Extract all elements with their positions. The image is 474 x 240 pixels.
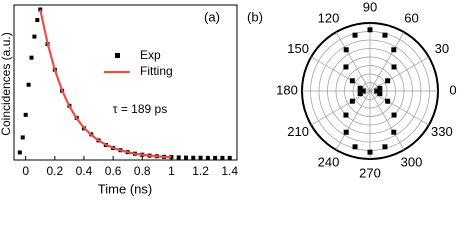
angle-label: 240: [318, 154, 340, 169]
figure: (a) Time (ns) Coincidences (a.u.) τ = 18…: [0, 0, 457, 196]
x-tick-label: 0.8: [134, 164, 151, 178]
data-point: [343, 47, 349, 53]
data-point: [377, 91, 383, 97]
spoke: [335, 90, 371, 151]
spoke: [369, 31, 405, 92]
x-tick-label: 0: [22, 164, 29, 178]
data-point: [20, 135, 25, 140]
data-point: [357, 85, 363, 91]
data-point: [227, 155, 232, 160]
data-point: [176, 155, 181, 160]
fit-line: [39, 9, 172, 159]
data-point: [38, 7, 43, 12]
data-point: [23, 112, 28, 117]
data-point: [343, 64, 349, 70]
data-point: [26, 82, 31, 87]
data-point: [343, 129, 349, 135]
legend-label: Exp: [140, 48, 161, 62]
x-axis-label: Time (ns): [98, 181, 152, 196]
angle-label: 30: [435, 41, 449, 56]
x-tick-label: 1.4: [221, 164, 238, 178]
data-point: [349, 78, 355, 84]
angle-label: 0: [449, 82, 456, 97]
data-point: [360, 88, 366, 94]
data-point: [349, 98, 355, 104]
data-point: [220, 155, 225, 160]
spoke: [310, 56, 371, 92]
data-point: [213, 155, 218, 160]
spoke: [369, 90, 405, 151]
data-point: [382, 144, 388, 150]
data-point: [385, 78, 391, 84]
data-point: [391, 129, 397, 135]
data-point: [367, 149, 373, 155]
data-point: [374, 88, 380, 94]
data-point: [198, 155, 203, 160]
data-point: [391, 64, 397, 70]
x-tick-label: 0.6: [105, 164, 122, 178]
x-tick-label: 0.2: [46, 164, 63, 178]
data-point: [352, 32, 358, 38]
data-point: [367, 27, 373, 33]
spoke: [369, 90, 430, 126]
angle-label: 180: [276, 82, 298, 97]
data-point: [385, 98, 391, 104]
data-point: [205, 155, 210, 160]
data-point: [391, 47, 397, 53]
angle-label: 210: [287, 124, 309, 139]
angle-label: 330: [431, 124, 453, 139]
data-point: [377, 85, 383, 91]
data-point: [391, 112, 397, 118]
annotation: τ = 189 ps: [113, 102, 167, 116]
spoke: [369, 56, 430, 92]
panel-label: (b): [247, 9, 263, 24]
angle-label: 300: [401, 154, 423, 169]
x-tick-label: 1.2: [192, 164, 209, 178]
angle-label: 60: [404, 11, 418, 26]
x-tick-label: 1: [168, 164, 175, 178]
data-point: [343, 112, 349, 118]
legend-label: Fitting: [140, 64, 173, 78]
x-tick-label: 0.4: [76, 164, 93, 178]
y-axis-label: Coincidences (a.u.): [0, 32, 13, 135]
panel-label: (a): [204, 9, 220, 24]
data-point: [352, 144, 358, 150]
spoke: [335, 31, 371, 92]
data-point: [35, 18, 40, 23]
data-point: [32, 34, 37, 39]
data-point: [183, 155, 188, 160]
angle-label: 270: [359, 165, 381, 180]
data-point: [357, 91, 363, 97]
angle-label: 150: [287, 41, 309, 56]
plot-frame: [13, 4, 238, 161]
data-point: [191, 155, 196, 160]
data-point: [29, 55, 34, 60]
angle-label: 90: [363, 0, 377, 14]
spoke: [310, 90, 371, 126]
data-point: [382, 32, 388, 38]
legend-marker: [115, 53, 120, 58]
angle-label: 120: [318, 11, 340, 26]
data-point: [17, 150, 22, 155]
